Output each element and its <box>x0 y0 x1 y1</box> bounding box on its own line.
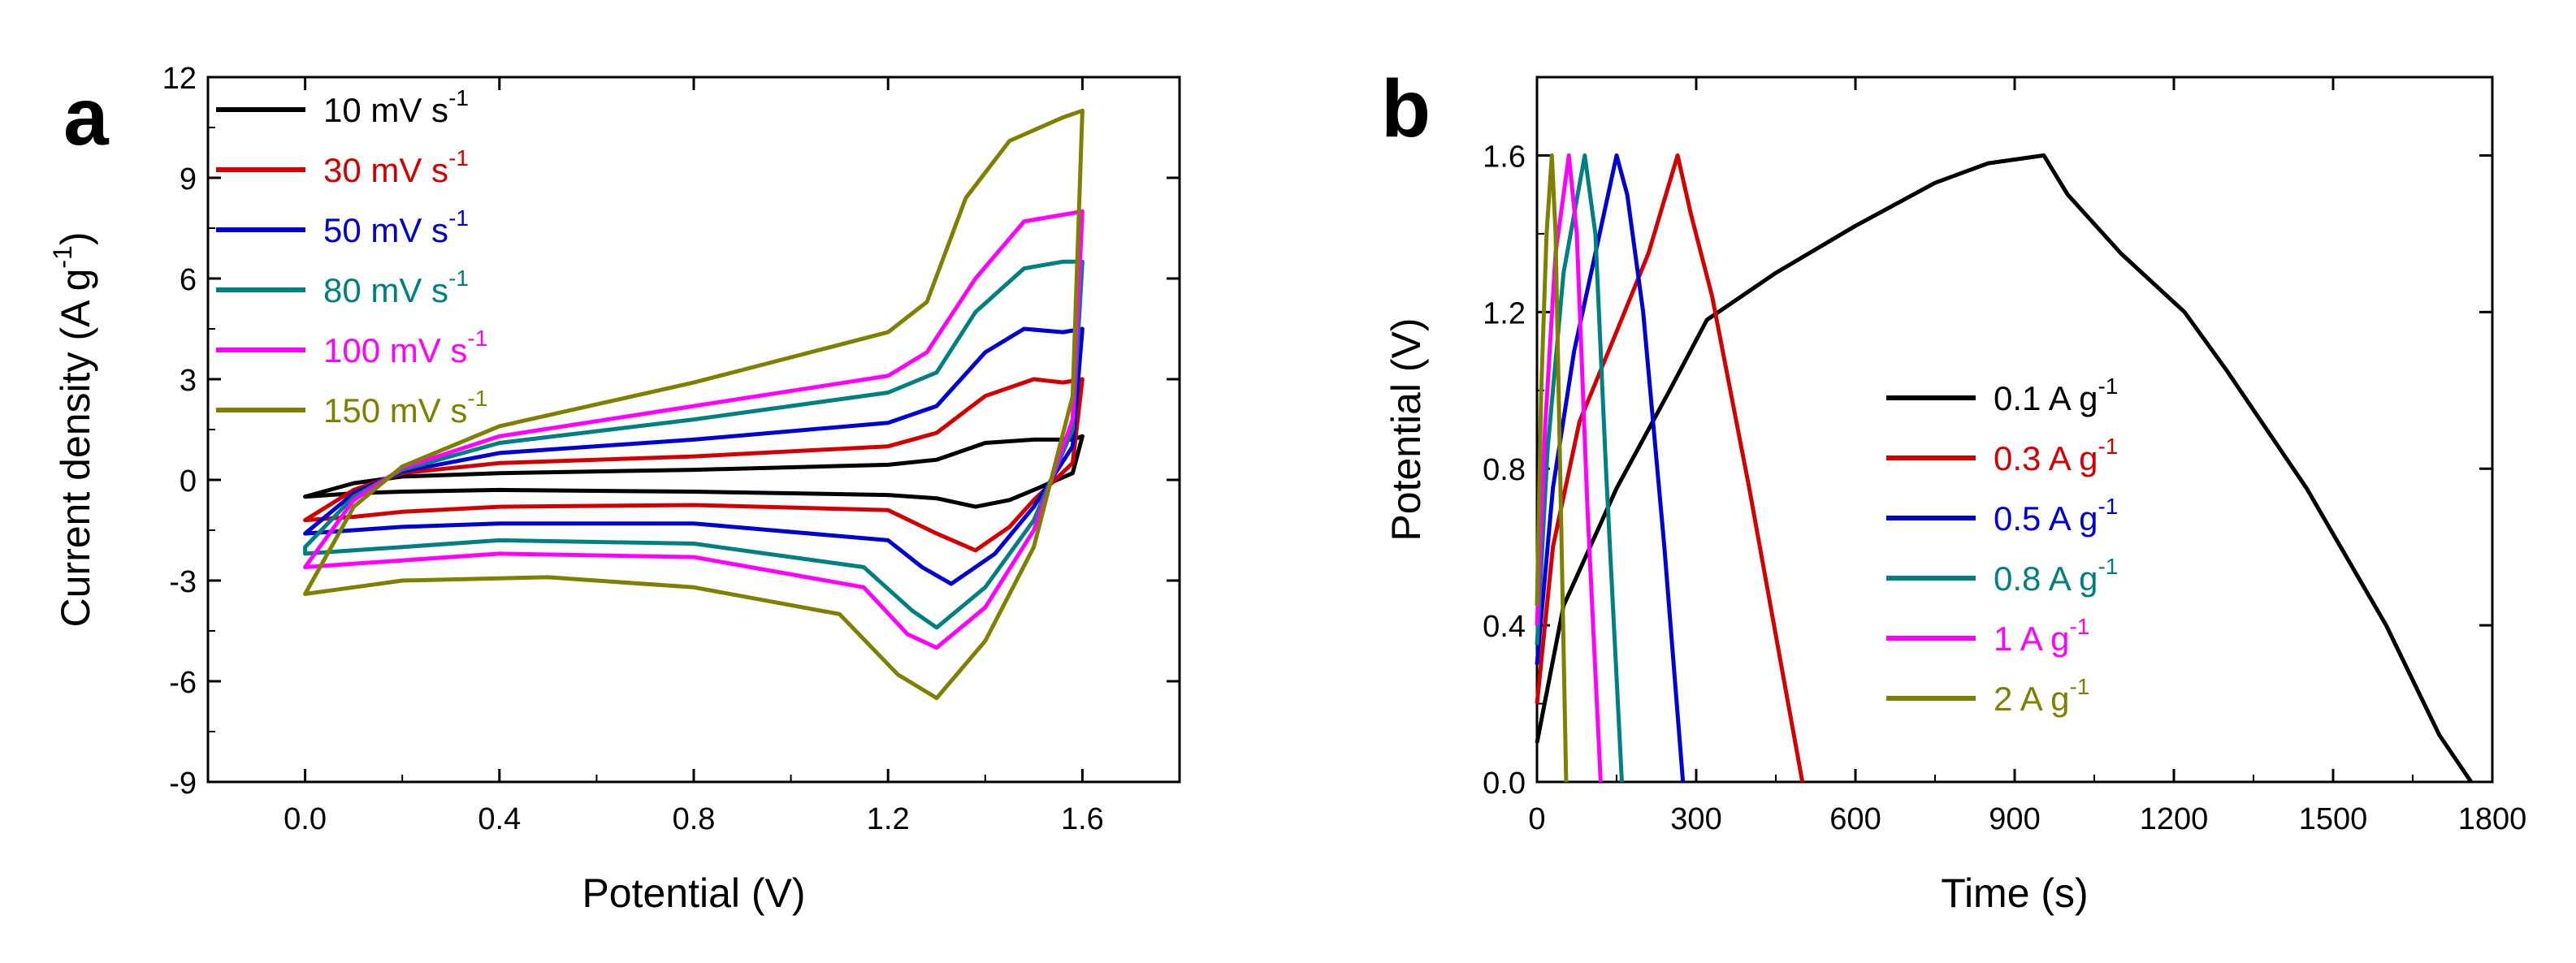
cv-y-tick-label: -9 <box>169 767 197 801</box>
gcd-x-tick-label: 300 <box>1670 802 1721 836</box>
gcd-series-3 <box>1535 153 1624 783</box>
cv-y-tick-label: 0 <box>180 464 197 499</box>
gcd-chart: 0 300 600 900 1200 1500 1800 0.0 0.4 0.8 1.2 1.6 0.… <box>1383 76 2527 916</box>
gcd-legend-label-0: 0.1 A g-1 <box>1994 374 2118 417</box>
gcd-x-tick-label: 600 <box>1829 802 1881 836</box>
gcd-x-tick-label: 900 <box>1989 802 2040 836</box>
cv-y-tick-label: -3 <box>169 565 197 599</box>
gcd-series-1 <box>1535 153 1805 783</box>
gcd-legend-label-5: 2 A g-1 <box>1994 674 2089 718</box>
gcd-x-tick-label: 1500 <box>2299 802 2368 836</box>
gcd-legend-label-4: 1 A g-1 <box>1994 614 2089 658</box>
cv-y-tick-label: 6 <box>180 263 197 297</box>
cv-series-3 <box>303 259 1085 630</box>
cv-legend-label-1: 30 mV s-1 <box>323 145 469 189</box>
cv-x-axis-label: Potential (V) <box>582 870 805 916</box>
gcd-y-tick-label: 0.8 <box>1483 453 1526 487</box>
cv-y-tick-label: 9 <box>180 162 197 196</box>
gcd-x-tick-label: 1200 <box>2140 802 2209 836</box>
cv-y-tick-label: 12 <box>162 62 197 96</box>
gcd-legend-label-3: 0.8 A g-1 <box>1994 554 2118 598</box>
gcd-y-tick-label: 1.6 <box>1483 140 1526 174</box>
gcd-y-axis-label: Potential (V) <box>1383 317 1429 541</box>
cv-x-tick-label: 0.8 <box>673 802 716 836</box>
panel-label-a: a <box>63 71 110 162</box>
gcd-x-tick-label: 1800 <box>2458 802 2527 836</box>
cv-y-axis-label-end: ) <box>53 232 98 246</box>
cv-legend-label-5: 150 mV s-1 <box>323 386 487 430</box>
gcd-series-5 <box>1535 153 1569 783</box>
cv-series-4 <box>303 209 1085 650</box>
cv-y-axis-label: Current density (A g-1) <box>48 232 98 628</box>
gcd-legend-label-2: 0.5 A g-1 <box>1994 494 2118 538</box>
gcd-plot-frame <box>1535 76 2494 784</box>
cv-y-tick-label: -6 <box>169 666 197 700</box>
cv-y-axis-label-sup: -1 <box>48 245 77 268</box>
cv-series-2 <box>303 326 1085 586</box>
cv-series-0 <box>303 434 1085 509</box>
gcd-x-axis-label: Time (s) <box>1941 870 2088 916</box>
cv-series-5 <box>303 108 1085 701</box>
gcd-series-4 <box>1535 153 1603 783</box>
cv-legend-label-4: 100 mV s-1 <box>323 326 487 369</box>
gcd-y-tick-label: 0.0 <box>1483 767 1526 801</box>
cv-legend-label-0: 10 mV s-1 <box>323 85 469 129</box>
panel-label-b: b <box>1381 63 1431 154</box>
gcd-x-tick-label: 0 <box>1528 802 1545 836</box>
cv-legend-label-2: 50 mV s-1 <box>323 205 469 249</box>
cv-x-tick-label: 0.4 <box>478 802 521 836</box>
cv-x-tick-label: 1.6 <box>1061 802 1104 836</box>
gcd-y-tick-label: 0.4 <box>1483 610 1526 644</box>
cv-x-tick-label: 0.0 <box>284 802 327 836</box>
cv-x-tick-label: 1.2 <box>867 802 910 836</box>
gcd-legend-label-1: 0.3 A g-1 <box>1994 434 2118 477</box>
gcd-y-tick-label: 1.2 <box>1483 296 1526 330</box>
cv-y-tick-label: 3 <box>180 364 197 398</box>
cv-legend-label-3: 80 mV s-1 <box>323 266 469 309</box>
gcd-series-0 <box>1535 153 2473 784</box>
cv-chart: 0.0 0.4 0.8 1.2 1.6 -9 -6 -3 0 3 6 9 12 10 mV s-1 30 … <box>48 62 1181 916</box>
cv-series-1 <box>303 377 1085 553</box>
